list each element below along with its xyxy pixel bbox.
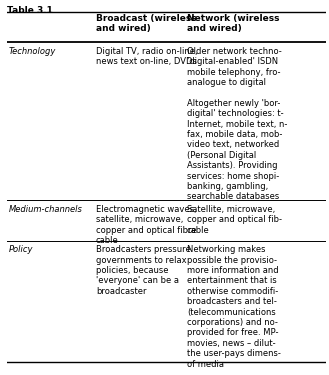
Text: Satellite, microwave,
copper and optical fib-
cable: Satellite, microwave, copper and optical… <box>187 205 282 235</box>
Text: Older network techno-
'digital-enabled' ISDN
mobile telephony, fro-
analogue to : Older network techno- 'digital-enabled' … <box>187 47 287 201</box>
Text: Medium-channels: Medium-channels <box>9 205 83 214</box>
Text: Electromagnetic waves,
satellite, microwave,
copper and optical fibre
cable: Electromagnetic waves, satellite, microw… <box>96 205 196 245</box>
Text: Broadcast (wireless
and wired): Broadcast (wireless and wired) <box>96 13 196 33</box>
Text: Broadcasters pressure
governments to relax
policies, because
'everyone' can be a: Broadcasters pressure governments to rel… <box>96 245 191 296</box>
Text: Policy: Policy <box>9 245 33 254</box>
Text: Table 3.1: Table 3.1 <box>7 6 53 15</box>
Text: Networking makes
possible the provisio-
more information and
entertainment that : Networking makes possible the provisio- … <box>187 245 281 369</box>
Text: Technology: Technology <box>9 47 56 56</box>
Text: Network (wireless
and wired): Network (wireless and wired) <box>187 13 279 33</box>
Text: Digital TV, radio on-line,
news text on-line, DVDs: Digital TV, radio on-line, news text on-… <box>96 47 197 66</box>
